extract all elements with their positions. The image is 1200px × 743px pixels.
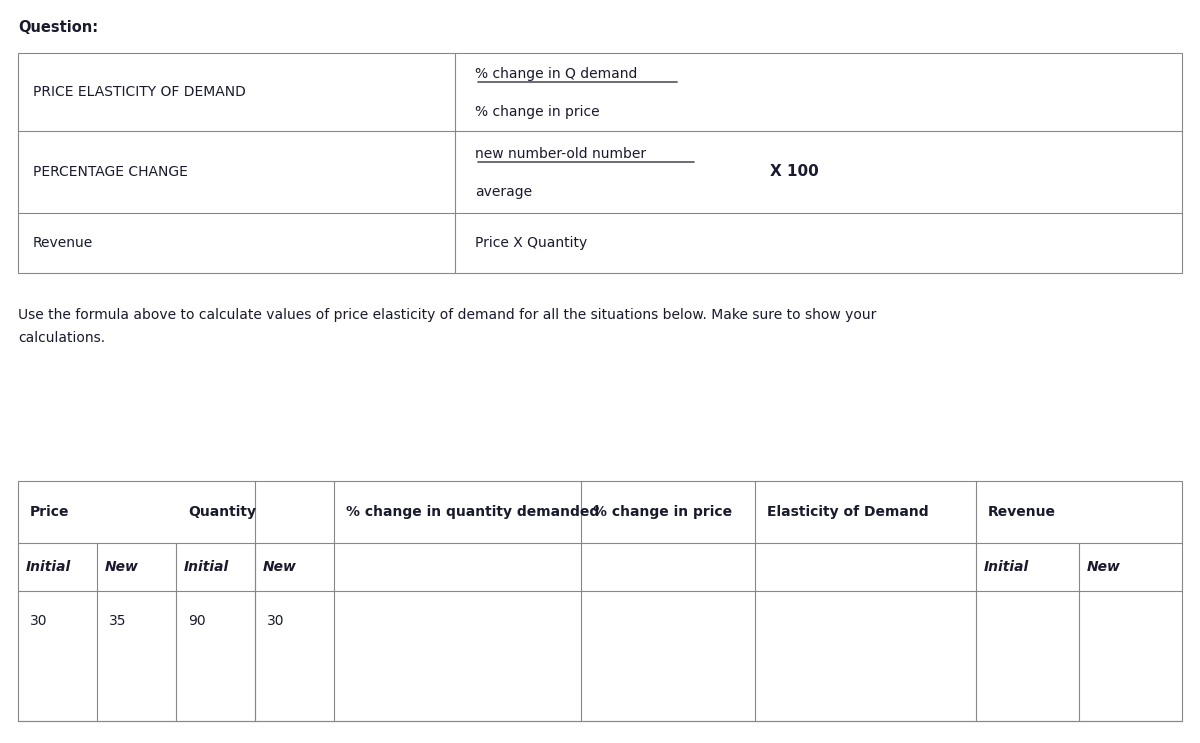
- Text: 90: 90: [188, 614, 205, 628]
- Text: Initial: Initial: [26, 560, 71, 574]
- Text: X 100: X 100: [770, 164, 818, 180]
- Text: % change in price: % change in price: [475, 105, 600, 119]
- Text: Price X Quantity: Price X Quantity: [475, 236, 587, 250]
- Text: Use the formula above to calculate values of price elasticity of demand for all : Use the formula above to calculate value…: [18, 308, 876, 345]
- Text: PERCENTAGE CHANGE: PERCENTAGE CHANGE: [32, 165, 188, 179]
- Text: Revenue: Revenue: [32, 236, 94, 250]
- Bar: [18, 53, 1182, 273]
- Text: Question:: Question:: [18, 21, 98, 36]
- Text: % change in quantity demanded: % change in quantity demanded: [346, 505, 599, 519]
- Text: New: New: [1087, 560, 1121, 574]
- Text: average: average: [475, 185, 532, 199]
- Text: new number-old number: new number-old number: [475, 147, 646, 161]
- Text: Price: Price: [30, 505, 70, 519]
- Text: 35: 35: [109, 614, 126, 628]
- Text: Elasticity of Demand: Elasticity of Demand: [767, 505, 929, 519]
- Text: Initial: Initial: [184, 560, 229, 574]
- Text: New: New: [104, 560, 139, 574]
- Text: 30: 30: [266, 614, 284, 628]
- Bar: [18, 481, 1182, 721]
- Text: 30: 30: [30, 614, 48, 628]
- Text: PRICE ELASTICITY OF DEMAND: PRICE ELASTICITY OF DEMAND: [32, 85, 246, 99]
- Text: % change in price: % change in price: [593, 505, 732, 519]
- Text: Quantity: Quantity: [188, 505, 256, 519]
- Text: % change in Q demand: % change in Q demand: [475, 67, 637, 81]
- Text: Initial: Initial: [984, 560, 1028, 574]
- Text: Revenue: Revenue: [988, 505, 1056, 519]
- Text: New: New: [263, 560, 296, 574]
